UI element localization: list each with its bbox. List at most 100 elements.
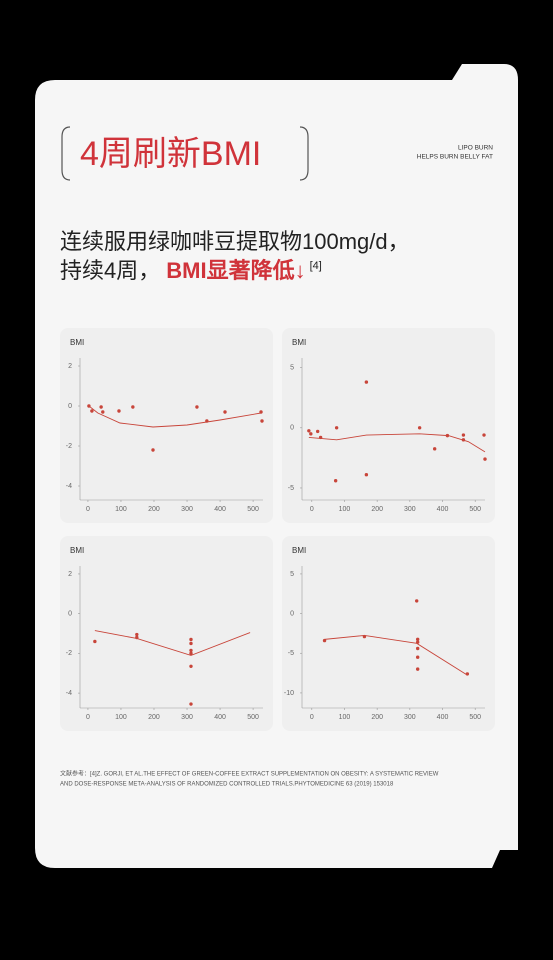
data-point <box>90 409 94 413</box>
data-point <box>309 432 313 436</box>
tag-line: LIPO BURN <box>458 145 493 152</box>
data-point <box>260 419 264 423</box>
data-point <box>189 651 193 656</box>
reference: AND DOSE-RESPONSE META-ANALYSIS OF RANDO… <box>60 782 394 788</box>
y-tick-label: 0 <box>68 611 72 618</box>
data-point <box>189 664 193 668</box>
x-tick-label: 400 <box>437 714 449 721</box>
trend-line <box>308 433 486 453</box>
chart-panel <box>282 536 495 731</box>
y-tick-label: -4 <box>66 690 72 697</box>
x-tick-label: 500 <box>469 714 481 721</box>
data-point <box>99 405 103 409</box>
x-tick-label: 200 <box>371 714 383 721</box>
x-tick-label: 500 <box>247 714 259 721</box>
data-point <box>482 433 486 437</box>
ref-mark: [4] <box>310 260 322 272</box>
headline: 持续4周， BMI显著降低↓ [4] <box>60 258 322 283</box>
y-tick-label: 0 <box>68 403 72 410</box>
data-point <box>307 429 311 433</box>
data-point <box>432 447 437 451</box>
data-point <box>135 632 139 637</box>
chart-panel <box>282 328 495 523</box>
data-point <box>223 410 227 414</box>
y-tick-label: -4 <box>66 483 72 490</box>
data-point <box>415 667 420 671</box>
x-tick-label: 100 <box>339 714 351 721</box>
data-point <box>364 380 369 384</box>
chart-panel <box>60 328 273 523</box>
chart-panel <box>60 536 273 731</box>
y-tick-label: -10 <box>284 690 294 697</box>
data-point <box>189 637 193 642</box>
data-point <box>131 405 135 409</box>
x-tick-label: 400 <box>214 714 226 721</box>
x-tick-label: 300 <box>181 714 193 721</box>
y-axis-label: BMI <box>292 338 306 347</box>
data-point <box>415 655 420 659</box>
x-tick-label: 500 <box>247 506 259 513</box>
x-tick-label: 200 <box>371 506 383 513</box>
y-tick-label: 0 <box>290 425 294 432</box>
data-point <box>93 639 97 644</box>
data-point <box>415 646 420 651</box>
x-tick-label: 100 <box>115 506 127 513</box>
x-tick-label: 500 <box>469 506 481 513</box>
data-point <box>334 426 339 430</box>
x-tick-label: 0 <box>310 714 314 721</box>
data-point <box>189 648 193 653</box>
x-tick-label: 0 <box>86 506 90 513</box>
y-tick-label: -2 <box>66 650 72 657</box>
title: 4周刷新BMI <box>80 135 261 173</box>
x-tick-label: 0 <box>310 506 314 513</box>
headline: 连续服用绿咖啡豆提取物100mg/d， <box>60 229 410 254</box>
chart: BMI 2 0 -2 -4 0 100 200 300 400 500 <box>60 328 273 523</box>
data-point <box>415 599 419 603</box>
data-point <box>483 457 487 461</box>
y-axis-label: BMI <box>70 546 84 555</box>
x-tick-label: 100 <box>339 506 351 513</box>
y-tick-label: 2 <box>68 363 72 370</box>
data-point <box>195 405 199 409</box>
x-tick-label: 300 <box>404 506 416 513</box>
x-tick-label: 100 <box>115 714 127 721</box>
y-tick-label: -5 <box>288 485 294 492</box>
headline-plain: 持续4周， <box>60 258 160 283</box>
y-tick-label: 2 <box>68 571 72 578</box>
trend-line <box>88 405 262 428</box>
chart: BMI 2 0 -2 -4 0 100 200 300 400 500 <box>60 536 273 731</box>
data-point <box>417 426 422 430</box>
y-tick-label: 0 <box>290 610 294 617</box>
trend-line <box>324 634 468 676</box>
data-point <box>333 479 338 483</box>
data-point <box>189 641 193 646</box>
tag-line: HELPS BURN BELLY FAT <box>417 154 493 161</box>
data-point <box>364 473 369 477</box>
x-tick-label: 300 <box>404 714 416 721</box>
data-point <box>117 409 121 413</box>
x-tick-label: 200 <box>148 506 160 513</box>
y-tick-label: -2 <box>66 443 72 450</box>
trend-line <box>94 630 251 656</box>
data-point <box>315 429 320 434</box>
headline-highlight: BMI显著降低↓ <box>166 258 305 283</box>
x-tick-label: 200 <box>148 714 160 721</box>
title-bracket-right <box>299 126 309 181</box>
x-tick-label: 400 <box>214 506 226 513</box>
data-point <box>415 637 420 642</box>
data-point <box>461 433 466 437</box>
x-tick-label: 0 <box>86 714 90 721</box>
y-tick-label: -5 <box>288 650 294 657</box>
y-tick-label: 5 <box>290 571 294 578</box>
reference: 文献参考：[4]Z. GORJI, ET AL.THE EFFECT OF GR… <box>60 770 439 778</box>
chart: BMI 5 0 -5 0 100 200 300 400 500 <box>282 328 495 523</box>
y-tick-label: 5 <box>290 364 294 371</box>
y-axis-label: BMI <box>70 338 84 347</box>
data-point <box>101 410 105 414</box>
title-bracket-left <box>61 126 71 181</box>
chart: BMI 5 0 -5 -10 0 100 200 300 400 500 <box>282 536 495 731</box>
x-tick-label: 400 <box>437 506 449 513</box>
